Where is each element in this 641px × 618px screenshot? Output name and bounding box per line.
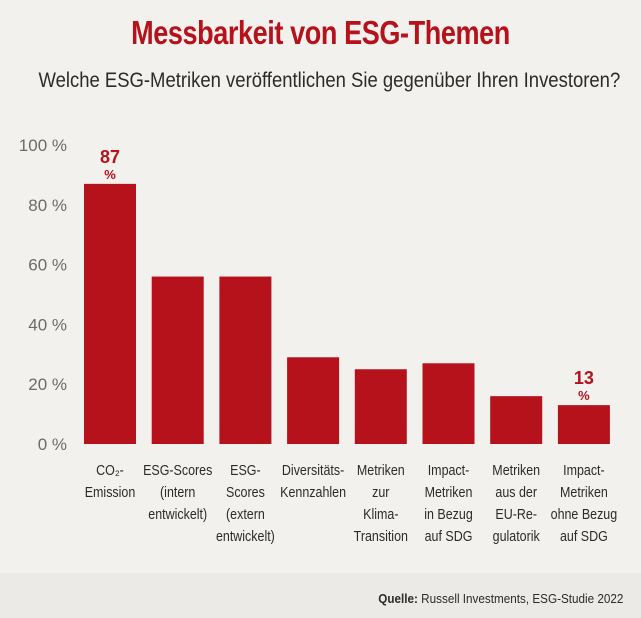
chart-title: Messbarkeit von ESG-Themen (131, 14, 510, 51)
bar (490, 396, 543, 444)
chart-subtitle: Welche ESG-Metriken veröffentlichen Sie … (38, 69, 621, 92)
bar (422, 363, 475, 444)
category-label: Diversitäts-Kennzahlen (280, 462, 346, 500)
y-tick-label: 0 % (38, 435, 67, 454)
footer-band (0, 573, 641, 618)
bar (557, 405, 610, 444)
source-note: Quelle: Russell Investments, ESG-Studie … (378, 591, 623, 606)
data-label-unit: % (578, 388, 590, 403)
data-label-value: 87 (100, 147, 120, 167)
data-label-value: 13 (574, 368, 594, 388)
category-label: Metriken zur Klima-Transition (354, 462, 408, 544)
y-tick-label: 20 % (28, 375, 67, 394)
bar (219, 276, 272, 444)
category-label: Impact-Metriken in Bezug auf SDG (424, 462, 473, 544)
bar (84, 183, 136, 444)
bar (287, 357, 340, 444)
category-label: Impact-Metriken ohne Bezug auf SDG (551, 462, 618, 544)
category-label: ESG-Scores (extern entwickelt) (216, 462, 275, 544)
data-label-unit: % (104, 167, 116, 182)
source-text: Russell Investments, ESG-Studie 2022 (420, 591, 623, 606)
y-tick-label: 40 % (28, 315, 67, 334)
category-label: ESG-Scores (intern entwickelt) (143, 462, 212, 522)
category-label: Metriken aus der EU-Re-gulatorik (492, 462, 540, 544)
bar (151, 276, 204, 444)
bar (354, 369, 407, 444)
y-tick-label: 100 % (19, 136, 67, 155)
source-label: Quelle: (377, 591, 418, 606)
category-label: CO₂-Emission (85, 462, 136, 500)
bar-chart: 0 %20 %40 %60 %80 %100 %87%13%CO₂-Emissi… (19, 136, 618, 544)
y-tick-label: 80 % (28, 196, 67, 215)
y-tick-label: 60 % (28, 256, 67, 275)
